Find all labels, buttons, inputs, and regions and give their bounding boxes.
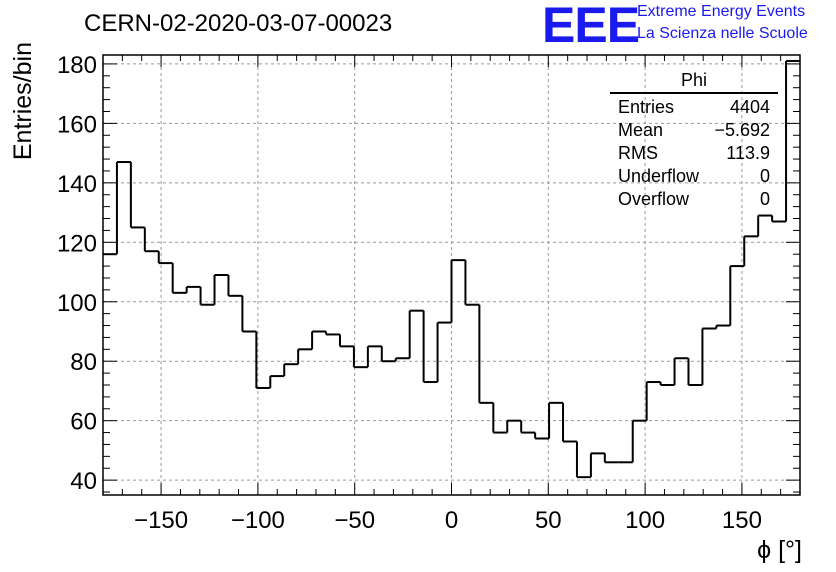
tick-labels: −150 −100 −50 0 50 100 150 40 60 80 100 120 140 160 18… [57, 52, 762, 534]
axes [102, 54, 801, 496]
y-tick-label: 60 [70, 409, 97, 436]
stats-value: 0 [759, 189, 770, 209]
x-tick-label: −150 [134, 507, 188, 534]
stats-box: Phi Entries 4404 Mean −5.692 RMS 113.9 U… [610, 70, 778, 211]
stats-value: 0 [759, 166, 770, 186]
stats-row: Overflow 0 [610, 188, 778, 211]
x-tick-label: 150 [722, 507, 762, 534]
eee-logo: EEE [542, 0, 640, 53]
y-tick-label: 140 [57, 171, 97, 198]
y-tick-label: 160 [57, 111, 97, 138]
y-tick-label: 120 [57, 230, 97, 257]
chart-title: CERN-02-2020-03-07-00023 [84, 10, 393, 37]
stats-row: Entries 4404 [610, 96, 778, 119]
histogram-bars [103, 59, 800, 479]
stats-value: 4404 [729, 97, 770, 117]
y-tick-label: 180 [57, 52, 97, 79]
y-axis-label: Entries/bin [9, 42, 37, 160]
stats-title: Phi [610, 70, 778, 94]
stats-value: 113.9 [726, 143, 770, 163]
stats-label: Overflow [618, 189, 690, 209]
stats-row: Underflow 0 [610, 165, 778, 188]
stats-row: RMS 113.9 [610, 142, 778, 165]
logo-line-1: Extreme Energy Events [637, 3, 806, 20]
x-tick-label: −50 [334, 507, 375, 534]
y-tick-label: 100 [57, 290, 97, 317]
stats-label: Mean [618, 120, 664, 140]
stats-label: Underflow [618, 166, 700, 186]
stats-label: RMS [618, 143, 658, 163]
x-tick-label: −100 [231, 507, 285, 534]
x-tick-label: 0 [445, 507, 458, 534]
x-axis-label: ϕ [°] [757, 536, 802, 564]
stats-label: Entries [618, 97, 675, 117]
x-tick-label: 100 [625, 507, 665, 534]
y-tick-label: 80 [70, 349, 97, 376]
y-tick-label: 40 [70, 468, 97, 495]
x-tick-label: 50 [535, 507, 562, 534]
stats-value: −5.692 [714, 120, 770, 140]
logo-line-2: La Scienza nelle Scuole [637, 25, 808, 42]
stats-row: Mean −5.692 [610, 119, 778, 142]
